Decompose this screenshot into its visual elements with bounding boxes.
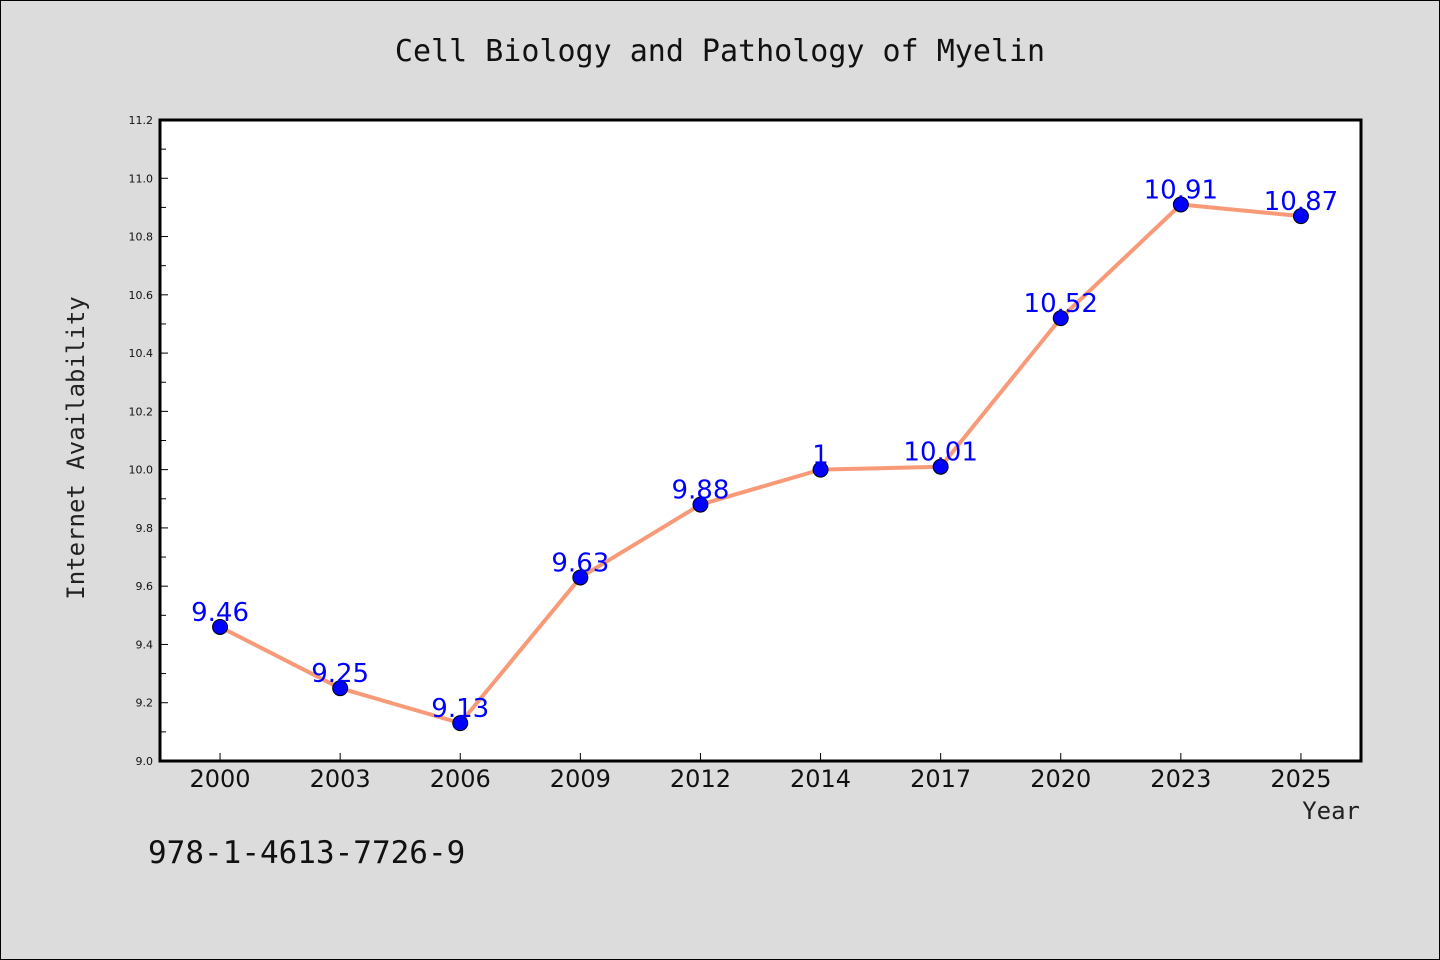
data-label: 9.25 [311,659,369,689]
y-tick-label: 10.4 [129,347,154,360]
plot-area [158,118,1363,763]
data-point [812,461,829,478]
data-label: 9.46 [191,598,249,628]
x-tick-label: 2000 [190,765,251,793]
data-point [212,618,229,635]
data-label: 10.87 [1264,187,1338,217]
x-tick-label: 2006 [430,765,491,793]
x-tick-label: 2003 [310,765,371,793]
data-label: 9.13 [431,694,489,724]
data-label: 10.01 [903,438,977,468]
data-point [572,569,589,586]
x-tick-label: 2017 [910,765,971,793]
data-label: 9.88 [672,476,730,506]
data-point [1172,196,1189,213]
x-tick-label: 2014 [790,765,851,793]
data-point [332,680,349,697]
x-tick-label: 2020 [1030,765,1091,793]
series-line [219,202,1302,726]
y-tick-label: 9.6 [136,580,154,593]
data-label: 10.52 [1024,289,1098,319]
y-tick-label: 11.0 [129,172,154,185]
data-label: 10.91 [1144,175,1218,205]
y-tick-label: 10.8 [129,231,154,244]
data-label: 9.63 [551,548,609,578]
y-tick-label: 10.2 [129,405,154,418]
data-point [692,496,709,513]
chart-title: Cell Biology and Pathology of Myelin [394,34,1046,69]
x-axis-label: Year [1302,797,1360,825]
x-tick-label: 2009 [550,765,611,793]
data-point [1052,310,1069,327]
data-label: 1 [812,441,829,471]
y-tick-label: 9.0 [136,755,154,768]
y-tick-label: 11.2 [129,114,154,127]
data-point [452,715,469,732]
x-tick-label: 2012 [670,765,731,793]
x-tick-label: 2025 [1270,765,1331,793]
y-tick-label: 10.6 [129,289,154,302]
y-tick-label: 10.0 [129,464,154,477]
y-tick-label: 9.4 [136,638,154,651]
isbn-footnote: 978-1-4613-7726-9 [148,835,466,871]
y-tick-label: 9.2 [136,697,154,710]
y-tick-label: 9.8 [136,522,154,535]
data-point [932,458,949,475]
x-tick-label: 2023 [1150,765,1211,793]
data-point [1292,208,1309,225]
